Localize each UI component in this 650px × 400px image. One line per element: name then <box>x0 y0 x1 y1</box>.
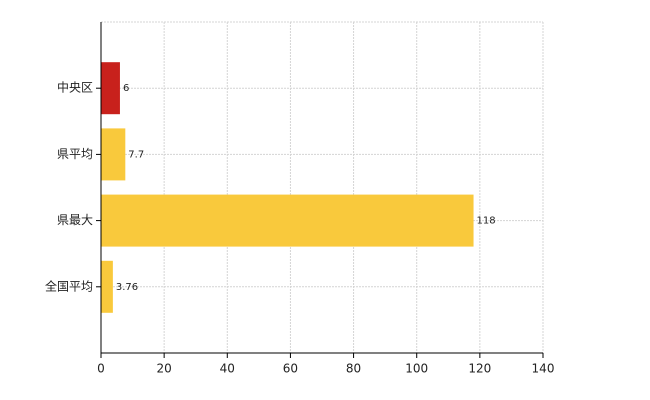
y-tick-label: 中央区 <box>57 80 93 95</box>
x-tick-label: 120 <box>468 362 491 376</box>
x-tick-label: 140 <box>532 362 555 376</box>
y-tick-label: 県最大 <box>57 213 93 227</box>
y-tick-label: 県平均 <box>57 147 93 161</box>
y-tick-label: 全国平均 <box>45 278 93 293</box>
x-tick-label: 40 <box>220 362 235 376</box>
data-label: 7.7 <box>128 149 144 160</box>
bar <box>101 128 126 181</box>
x-tick-label: 0 <box>97 362 105 376</box>
x-tick-label: 100 <box>405 362 428 376</box>
x-tick-label: 20 <box>157 362 172 376</box>
data-label: 3.76 <box>116 282 138 293</box>
bar <box>101 62 120 115</box>
x-tick-label: 80 <box>346 362 361 376</box>
bar <box>101 194 474 247</box>
x-tick-label: 60 <box>283 362 298 376</box>
bar <box>101 260 113 313</box>
data-label: 118 <box>477 216 496 227</box>
data-label: 6 <box>123 83 129 94</box>
